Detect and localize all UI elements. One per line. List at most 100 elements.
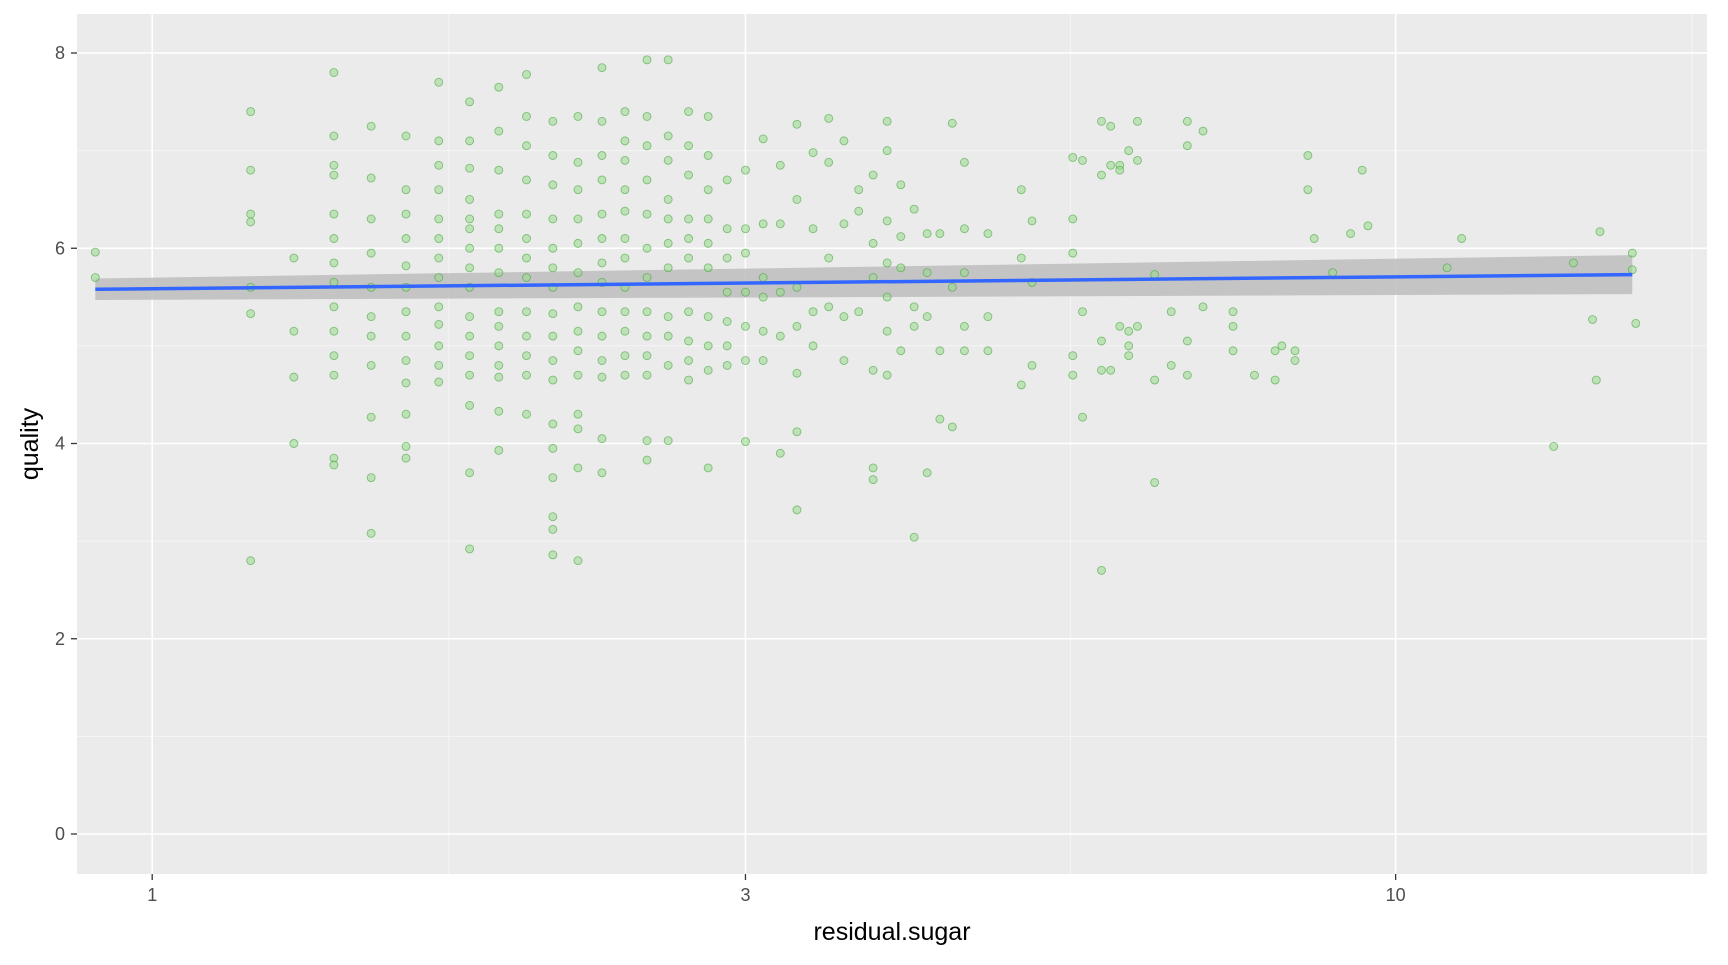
data-point [434, 160, 444, 170]
data-point [329, 370, 339, 380]
y-axis-title: quality [16, 407, 44, 480]
data-point [896, 180, 906, 190]
data-point [620, 234, 630, 243]
data-point [573, 112, 583, 121]
data-point [808, 307, 818, 317]
data-point [548, 214, 558, 224]
data-point [401, 209, 411, 219]
data-point [289, 253, 299, 263]
data-point [522, 70, 531, 79]
data-point [642, 273, 652, 282]
data-point [246, 107, 256, 117]
data-point [620, 107, 630, 117]
data-point [684, 107, 694, 117]
data-point [882, 258, 892, 268]
data-point [289, 439, 299, 448]
y-tick-label: 4 [55, 434, 65, 454]
data-point [465, 400, 475, 410]
data-point [401, 234, 411, 243]
data-point [808, 148, 818, 158]
data-point [663, 360, 673, 370]
data-point [1588, 315, 1597, 324]
data-point [1591, 375, 1601, 385]
data-point [642, 209, 652, 219]
data-point [1068, 214, 1078, 224]
data-point [1549, 441, 1559, 451]
data-point [522, 409, 531, 419]
data-point [1328, 268, 1338, 278]
data-point [663, 238, 673, 248]
data-point [246, 556, 256, 566]
data-point [465, 370, 475, 380]
data-point [597, 356, 607, 365]
data-point [620, 136, 630, 146]
data-point [959, 224, 969, 234]
data-point [684, 307, 694, 317]
data-point [289, 372, 299, 382]
data-point [775, 160, 785, 170]
data-point [703, 112, 713, 121]
data-point [494, 165, 504, 175]
data-point [983, 312, 993, 322]
data-point [896, 346, 906, 356]
data-point [663, 263, 673, 273]
data-point [573, 185, 583, 195]
data-point [1346, 229, 1356, 239]
data-point [434, 341, 444, 351]
data-point [620, 326, 630, 336]
data-point [947, 422, 957, 432]
data-point [1166, 307, 1176, 317]
data-point [839, 312, 849, 322]
data-point [1016, 253, 1026, 263]
data-point [329, 326, 339, 336]
data-point [1631, 318, 1641, 328]
data-point [1290, 356, 1300, 365]
data-point [947, 282, 957, 292]
confidence-band [95, 255, 1633, 300]
data-point [684, 141, 694, 151]
data-point [868, 170, 878, 180]
data-point [522, 112, 531, 121]
data-point [792, 194, 802, 204]
data-point [882, 216, 892, 226]
data-point [1627, 248, 1637, 258]
data-point [434, 273, 444, 282]
data-point [1270, 375, 1280, 385]
data-point [465, 97, 475, 107]
data-point [722, 175, 732, 185]
major-gridlines [77, 14, 1707, 874]
data-point [548, 180, 558, 190]
data-point [663, 55, 673, 65]
data-point [434, 360, 444, 370]
data-point [1182, 336, 1192, 346]
data-point [401, 185, 411, 195]
data-point [922, 468, 932, 478]
data-point [366, 248, 376, 258]
data-point [1106, 365, 1116, 375]
data-point [1133, 321, 1142, 331]
data-point [1016, 185, 1026, 195]
data-point [522, 253, 531, 263]
data-point [465, 544, 475, 554]
data-point [1115, 321, 1125, 331]
data-point [597, 331, 607, 341]
data-point [909, 204, 919, 214]
data-point [597, 434, 607, 444]
data-point [573, 302, 583, 312]
data-point [642, 175, 652, 185]
data-point [868, 463, 878, 473]
data-point [289, 326, 299, 336]
data-point [434, 214, 444, 224]
data-point [1068, 351, 1078, 361]
data-point [882, 146, 892, 156]
data-point [808, 341, 818, 351]
data-point [684, 336, 694, 346]
data-point [329, 302, 339, 312]
data-point [824, 157, 834, 167]
x-tick-label: 10 [1386, 885, 1406, 905]
data-point [1277, 341, 1287, 351]
data-point [401, 378, 411, 388]
data-point [401, 409, 411, 419]
data-point [684, 375, 694, 385]
data-point [1097, 116, 1106, 126]
